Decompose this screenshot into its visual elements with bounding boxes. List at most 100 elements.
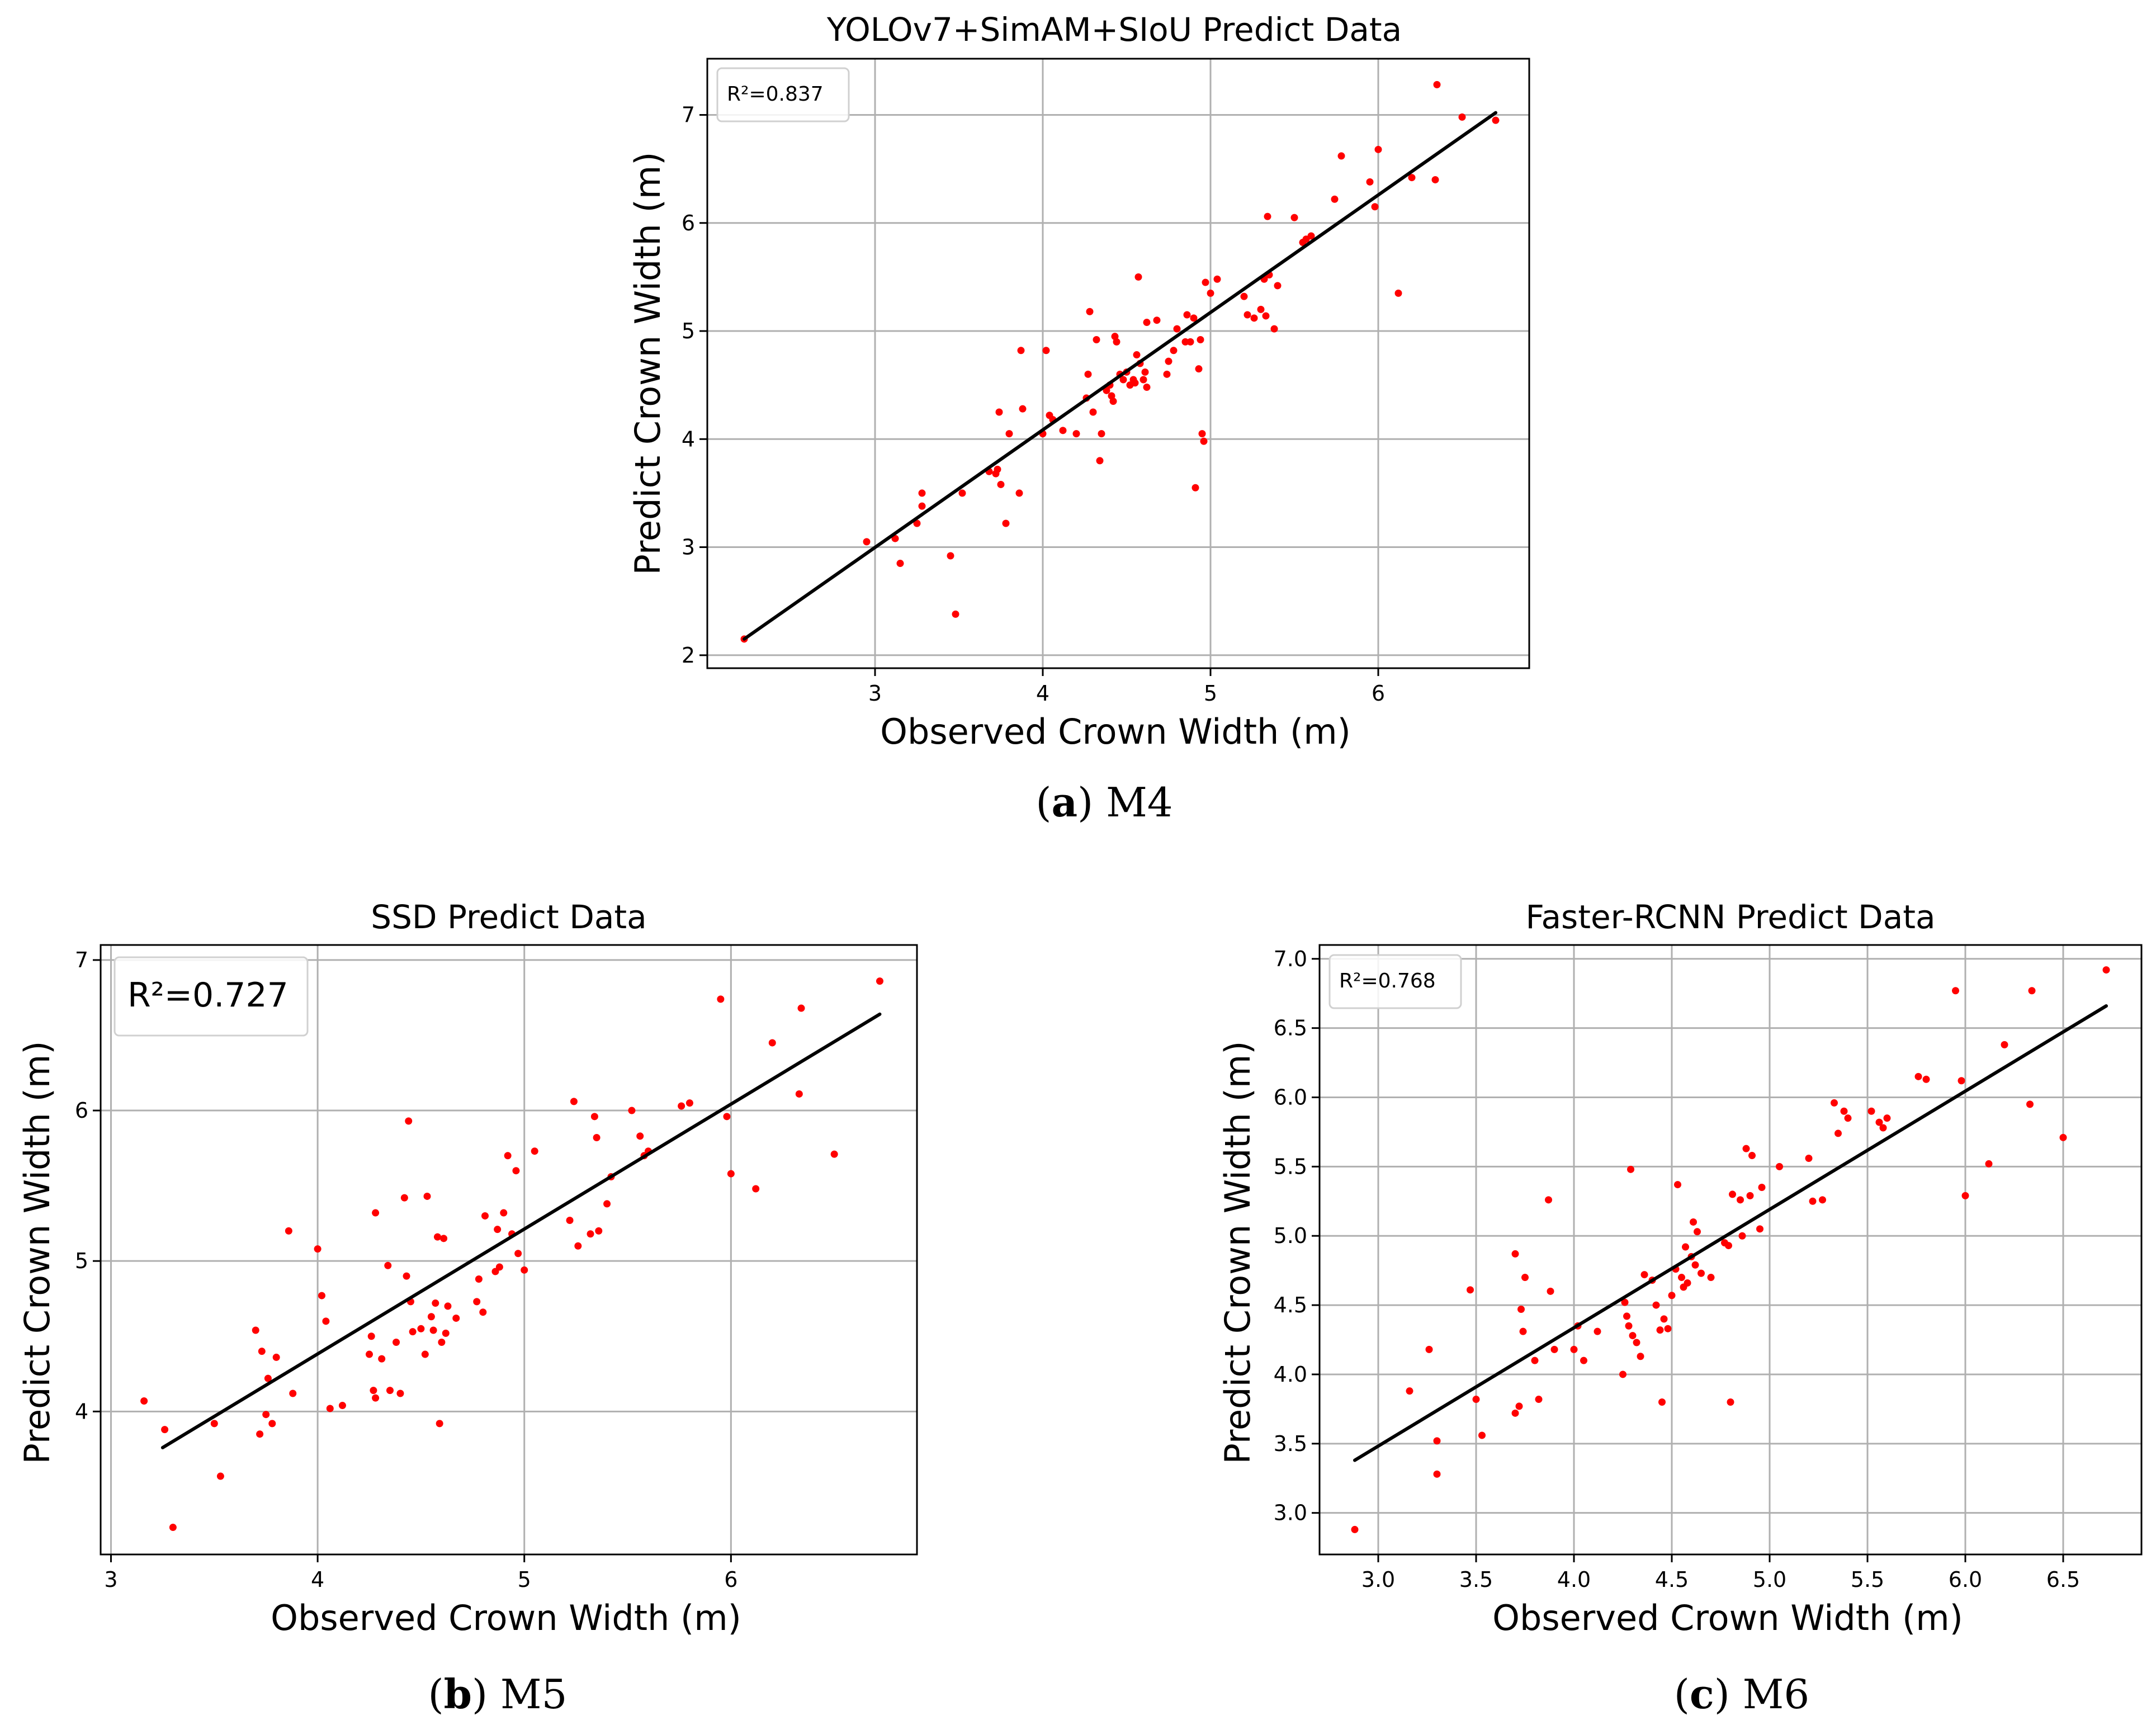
scatter-point — [366, 1350, 373, 1358]
scatter-point — [1119, 376, 1127, 384]
scatter-point — [1200, 437, 1208, 445]
scatter-point — [1729, 1190, 1736, 1198]
scatter-point — [314, 1245, 321, 1253]
scatter-point — [1746, 1192, 1754, 1199]
scatter-point — [432, 1299, 439, 1307]
scatter-point — [1109, 398, 1117, 405]
scatter-point — [1190, 314, 1198, 322]
scatter-point — [1621, 1298, 1629, 1306]
scatter-point — [216, 1472, 224, 1480]
scatter-point — [1096, 457, 1104, 465]
y-tick-label: 7 — [75, 948, 88, 972]
plot-area-m4: 3 4 5 6 2 3 4 5 6 7 R²=0.837 — [682, 58, 1530, 706]
scatter-point — [367, 1332, 375, 1340]
scatter-point — [1072, 430, 1080, 438]
scatter-point — [1922, 1075, 1930, 1083]
scatter-point — [830, 1150, 838, 1158]
x-tick-label: 3 — [104, 1567, 117, 1592]
scatter-point — [1186, 338, 1194, 346]
scatter-point — [1961, 1192, 1969, 1199]
y-tick-label: 3 — [682, 535, 695, 560]
scatter-point — [1545, 1196, 1552, 1204]
scatter-point — [1875, 1118, 1883, 1126]
scatter-point — [752, 1185, 760, 1193]
scatter-point — [1515, 1402, 1523, 1410]
scatter-point — [378, 1355, 386, 1363]
scatter-point — [1262, 312, 1270, 320]
chart-panel-m5: SSD Predict Data 3 4 5 6 4 5 6 7 R²=0.727 Observ… — [17, 898, 918, 1718]
x-tick-label: 6 — [724, 1567, 737, 1592]
scatter-point — [1682, 1243, 1689, 1251]
x-tick-label: 4.0 — [1557, 1567, 1591, 1592]
scatter-point — [913, 519, 921, 527]
scatter-point — [2102, 966, 2110, 974]
scatter-point — [628, 1107, 636, 1114]
scatter-point — [256, 1430, 264, 1438]
scatter-point — [1042, 347, 1050, 355]
scatter-point — [1985, 1160, 1993, 1168]
scatter-point — [1952, 987, 1959, 995]
x-axis-label-m5: Observed Crown Width (m) — [271, 1598, 741, 1638]
scatter-point — [140, 1397, 148, 1405]
scatter-point — [1131, 379, 1139, 387]
scatter-point — [1748, 1152, 1756, 1160]
scatter-point — [1619, 1370, 1627, 1378]
scatter-point — [570, 1098, 578, 1105]
scatter-point — [1207, 289, 1214, 297]
scatter-point — [727, 1170, 735, 1178]
y-tick-label: 6 — [682, 211, 695, 235]
scatter-point — [1197, 335, 1204, 343]
scatter-point — [1580, 1357, 1587, 1364]
scatter-point — [1684, 1279, 1691, 1287]
scatter-point — [1594, 1327, 1601, 1335]
scatter-point — [500, 1209, 508, 1217]
x-tick-label: 5 — [518, 1567, 531, 1592]
scatter-point — [1707, 1274, 1715, 1282]
scatter-point — [1084, 370, 1092, 378]
scatter-point — [1140, 376, 1147, 384]
scatter-point — [1425, 1345, 1433, 1353]
scatter-point — [593, 1133, 601, 1141]
scatter-point — [338, 1402, 346, 1410]
scatter-point — [258, 1348, 266, 1355]
y-tick-label: 7 — [682, 102, 695, 127]
scatter-point — [1958, 1077, 1965, 1085]
scatter-point — [479, 1308, 487, 1316]
scatter-point — [1809, 1197, 1817, 1205]
scatter-point — [396, 1390, 404, 1397]
scatter-point — [1472, 1396, 1480, 1403]
y-tick-label: 4.5 — [1274, 1293, 1307, 1317]
x-tick-label: 5 — [1204, 681, 1217, 706]
axes-frame — [1318, 944, 2143, 1556]
scatter-point — [1637, 1353, 1644, 1360]
scatter-point — [400, 1194, 408, 1202]
scatter-point — [403, 1272, 410, 1280]
y-tick-label: 7.0 — [1274, 947, 1307, 971]
x-tick-label: 6.5 — [2046, 1567, 2080, 1592]
scatter-point — [386, 1387, 394, 1395]
scatter-point — [1089, 408, 1097, 416]
scatter-point — [1664, 1325, 1672, 1332]
scatter-point — [1727, 1398, 1734, 1406]
scatter-point — [405, 1117, 413, 1125]
scatter-point — [1394, 289, 1402, 297]
y-axis-label-m6: Predict Crown Width (m) — [1217, 1041, 1258, 1464]
x-tick-label: 6.0 — [1949, 1567, 1982, 1592]
x-tick-label: 3.5 — [1459, 1567, 1493, 1592]
scatter-point — [1652, 1301, 1660, 1309]
scatter-point — [1337, 152, 1345, 160]
scatter-point — [1433, 81, 1441, 88]
scatter-point — [1914, 1072, 1922, 1080]
legend-r2-label: R²=0.768 — [1339, 970, 1436, 993]
scatter-point — [1059, 427, 1067, 434]
scatter-point — [438, 1339, 446, 1346]
scatter-point — [1756, 1225, 1763, 1233]
scatter-point — [891, 535, 899, 542]
scatter-point — [1406, 1387, 1413, 1395]
scatter-point — [384, 1261, 392, 1269]
scatter-point — [1742, 1145, 1750, 1152]
scatter-point — [1521, 1274, 1529, 1282]
scatter-point — [272, 1353, 280, 1361]
scatter-point — [590, 1113, 598, 1121]
scatter-point — [1698, 1269, 1705, 1277]
